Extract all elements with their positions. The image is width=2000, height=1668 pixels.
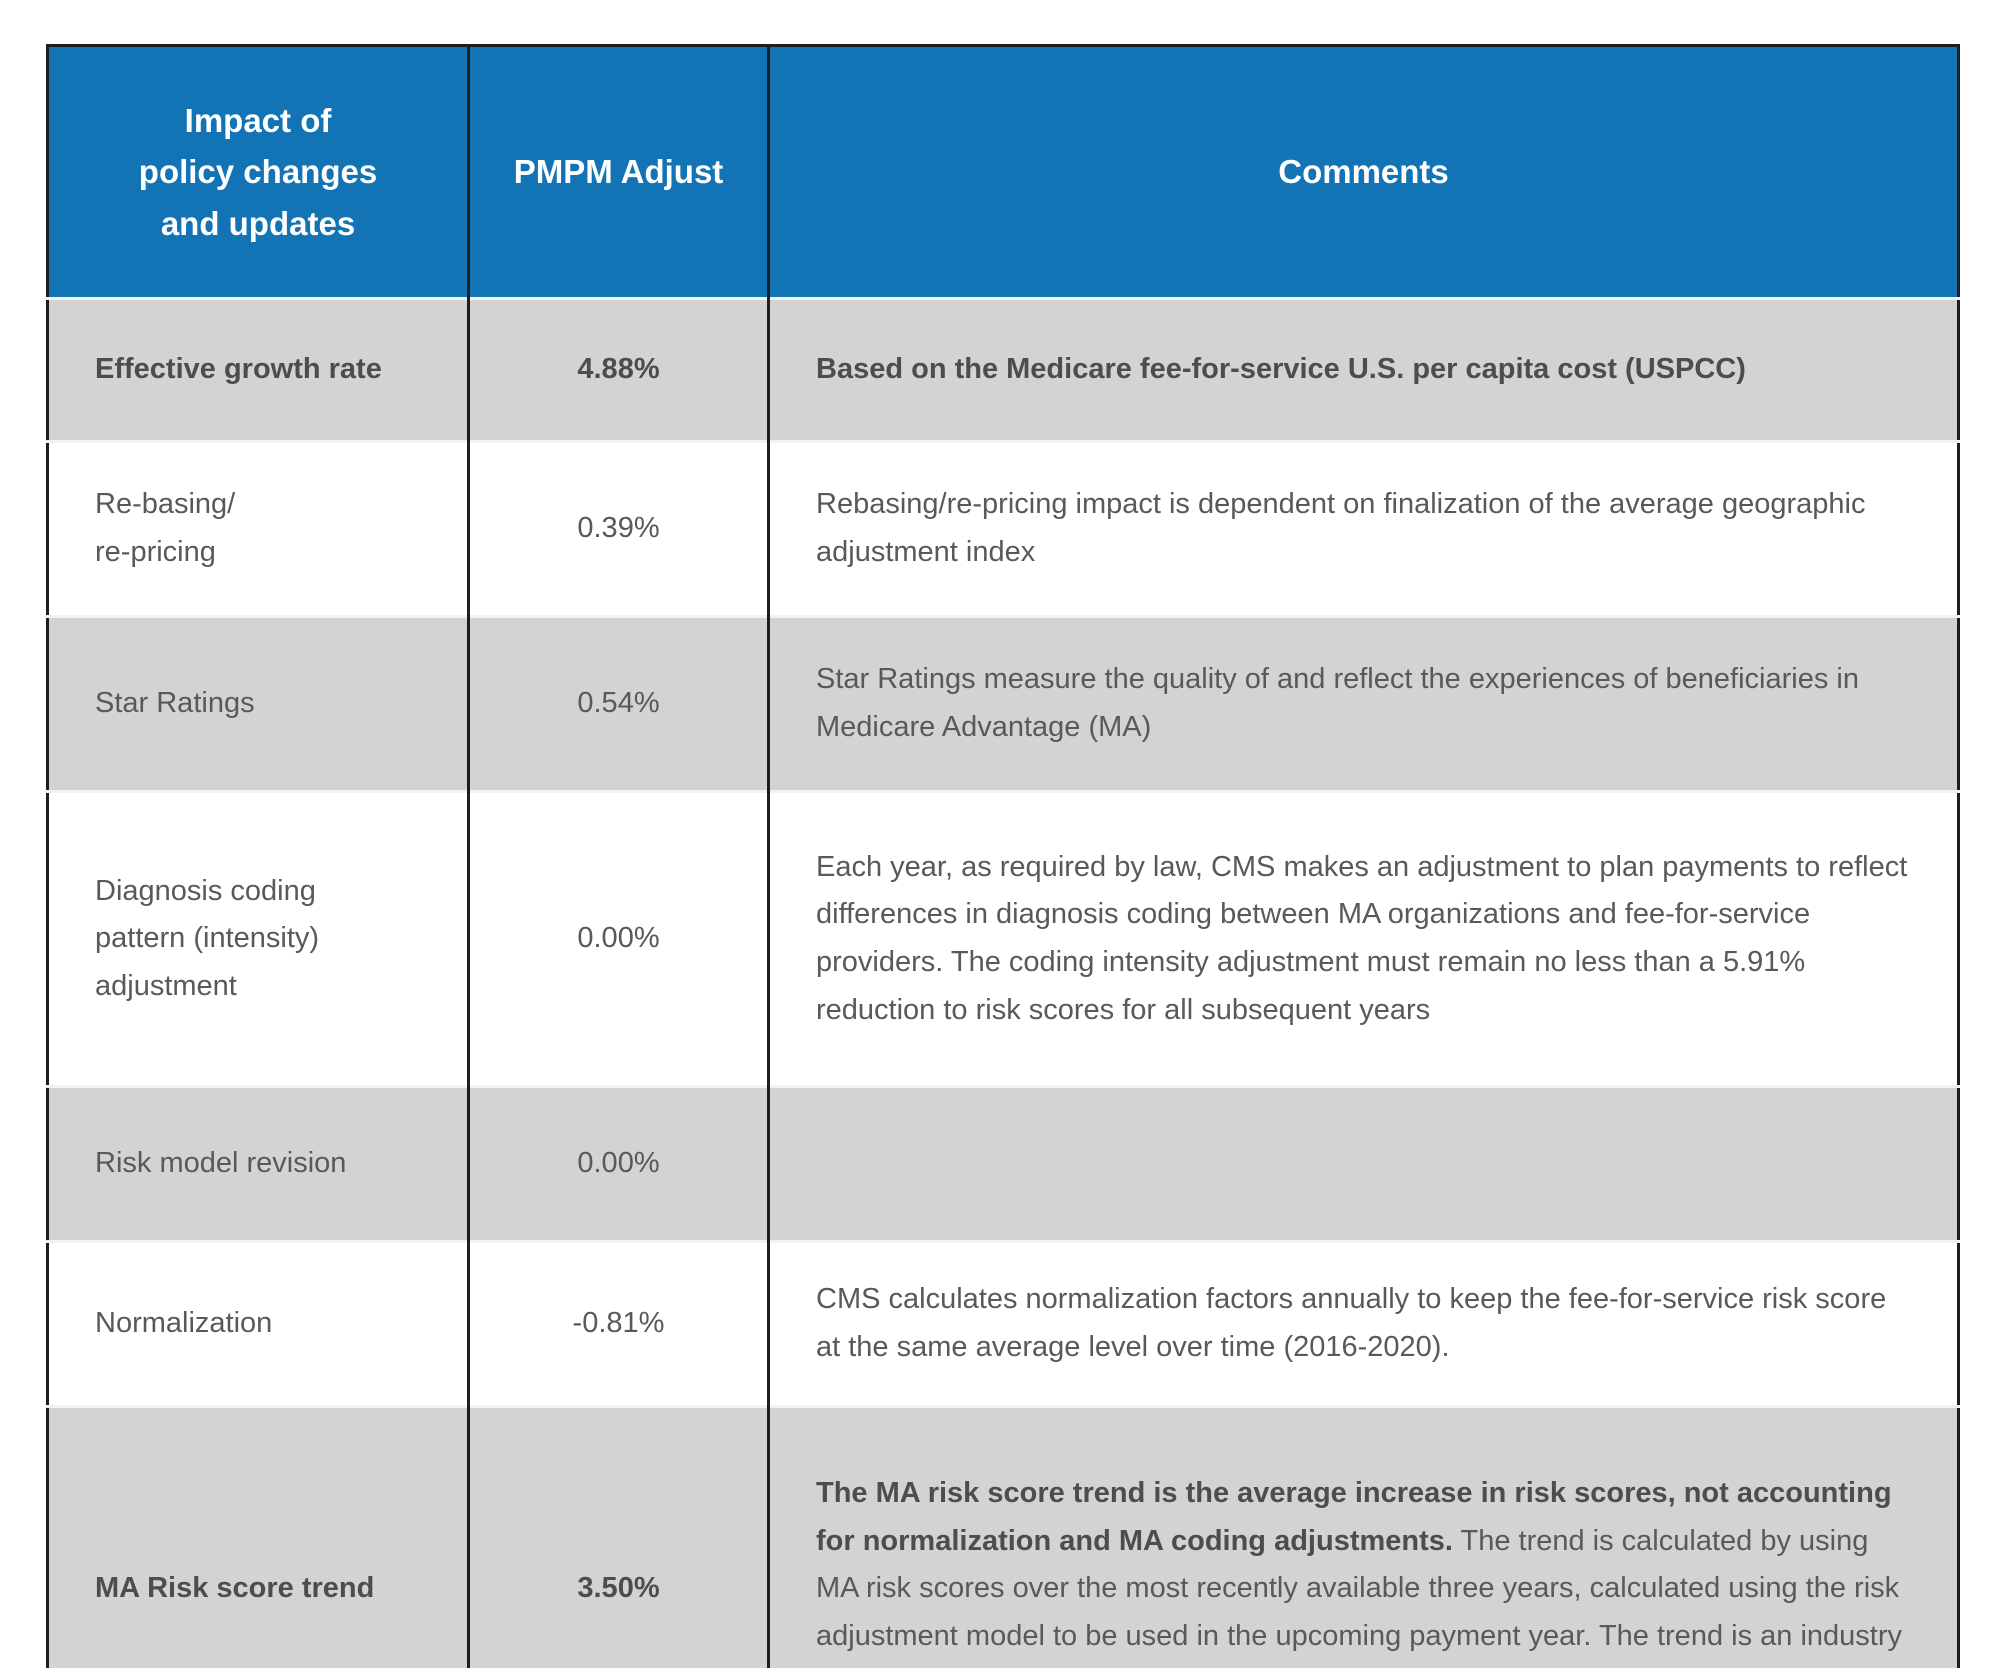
row-comment [767,1085,1959,1242]
header-row: Impact of policy changes and updates PMP… [47,45,1959,299]
comment-regular-text: The trend is calculated by using MA risk… [816,1524,1902,1668]
row-value: 0.00% [467,790,769,1087]
header-impact-of-policy-changes: Impact of policy changes and updates [47,45,469,299]
row-label: Normalization [47,1240,469,1407]
table-row-effective-growth-rate: Effective growth rate 4.88% Based on the… [47,297,1959,442]
table-row-rebasing-repricing: Re-basing/ re-pricing 0.39% Rebasing/re-… [47,440,1959,617]
row-comment: Rebasing/re-pricing impact is dependent … [767,440,1959,617]
row-label: MA Risk score trend [47,1405,469,1668]
table-row-risk-model-revision: Risk model revision 0.00% [47,1085,1959,1242]
row-value: 0.00% [467,1085,769,1242]
row-comment: Each year, as required by law, CMS makes… [767,790,1959,1087]
row-label: Risk model revision [47,1085,469,1242]
table-row-diagnosis-coding-adjustment: Diagnosis coding pattern (intensity) adj… [47,790,1959,1087]
table-row-ma-risk-score-trend: MA Risk score trend 3.50% The MA risk sc… [47,1405,1959,1668]
row-label: Re-basing/ re-pricing [47,440,469,617]
policy-impact-table: Impact of policy changes and updates PMP… [46,44,1960,1668]
table-row-star-ratings: Star Ratings 0.54% Star Ratings measure … [47,615,1959,792]
row-comment: CMS calculates normalization factors ann… [767,1240,1959,1407]
row-value: 0.39% [467,440,769,617]
row-value: -0.81% [467,1240,769,1407]
row-label: Star Ratings [47,615,469,792]
row-value: 3.50% [467,1405,769,1668]
row-value: 0.54% [467,615,769,792]
row-comment: The MA risk score trend is the average i… [767,1405,1959,1668]
header-pmpm-adjust: PMPM Adjust [467,45,769,299]
row-value: 4.88% [467,297,769,442]
header-comments: Comments [767,45,1959,299]
row-comment: Star Ratings measure the quality of and … [767,615,1959,792]
table-row-normalization: Normalization -0.81% CMS calculates norm… [47,1240,1959,1407]
comment-bold-text: The MA risk score trend is the average i… [816,1477,1892,1557]
row-comment: Based on the Medicare fee-for-service U.… [767,297,1959,442]
row-label: Diagnosis coding pattern (intensity) adj… [47,790,469,1087]
row-label: Effective growth rate [47,297,469,442]
